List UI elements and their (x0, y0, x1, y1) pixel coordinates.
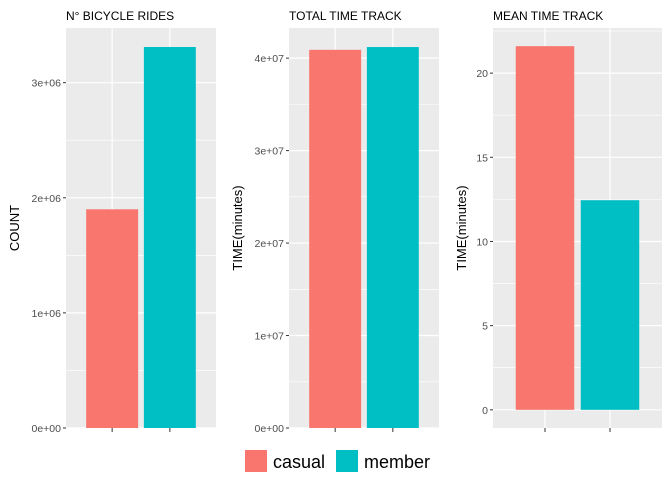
chart-title: N° BICYCLE RIDES (66, 9, 174, 23)
bar-member (143, 46, 196, 429)
y-tick-label: 3e+07 (255, 146, 285, 158)
bar-casual (515, 46, 575, 410)
chart-panels: 0e+00 1e+06 2e+06 3e+06 N° BICYCLE RIDES COUN… (7, 9, 662, 435)
bar-casual (309, 49, 362, 429)
y-tick-label: 3e+06 (32, 78, 62, 90)
y-axis-label: COUNT (7, 205, 22, 251)
y-axis-label: TIME(minutes) (454, 185, 469, 270)
y-tick-label: 10 (476, 236, 488, 248)
legend-label-member: member (364, 452, 430, 472)
chart-panel-1: 0e+00 1e+06 2e+06 3e+06 N° BICYCLE RIDES COUN… (7, 9, 216, 435)
y-tick-label: 4e+07 (255, 53, 285, 65)
y-tick-label: 0e+00 (32, 423, 62, 435)
y-axis-label: TIME(minutes) (230, 185, 245, 270)
bar-member (580, 200, 640, 410)
y-tick-label: 1e+07 (255, 331, 285, 343)
legend-swatch-member (336, 450, 358, 472)
y-tick-label: 2e+06 (32, 193, 62, 205)
legend: casual member (245, 450, 430, 472)
chart-panel-3: 0 5 10 15 20 MEAN TIME TRACK TIME(minutes) (454, 9, 662, 432)
y-tick-label: 1e+06 (32, 308, 62, 320)
bar-member (366, 47, 419, 429)
legend-label-casual: casual (273, 452, 325, 472)
y-tick-label: 2e+07 (255, 238, 285, 250)
chart-title: TOTAL TIME TRACK (289, 9, 402, 23)
y-tick-label: 20 (476, 68, 488, 80)
chart-title: MEAN TIME TRACK (493, 9, 603, 23)
bar-casual (86, 209, 139, 428)
legend-swatch-casual (245, 450, 267, 472)
y-tick-label: 0e+00 (255, 423, 285, 435)
y-tick-label: 0 (482, 405, 488, 417)
y-tick-label: 5 (482, 321, 488, 333)
chart-panel-2: 0e+00 1e+07 2e+07 3e+07 4e+07 TOTAL TIME TRAC… (230, 9, 439, 435)
y-tick-label: 15 (476, 152, 488, 164)
